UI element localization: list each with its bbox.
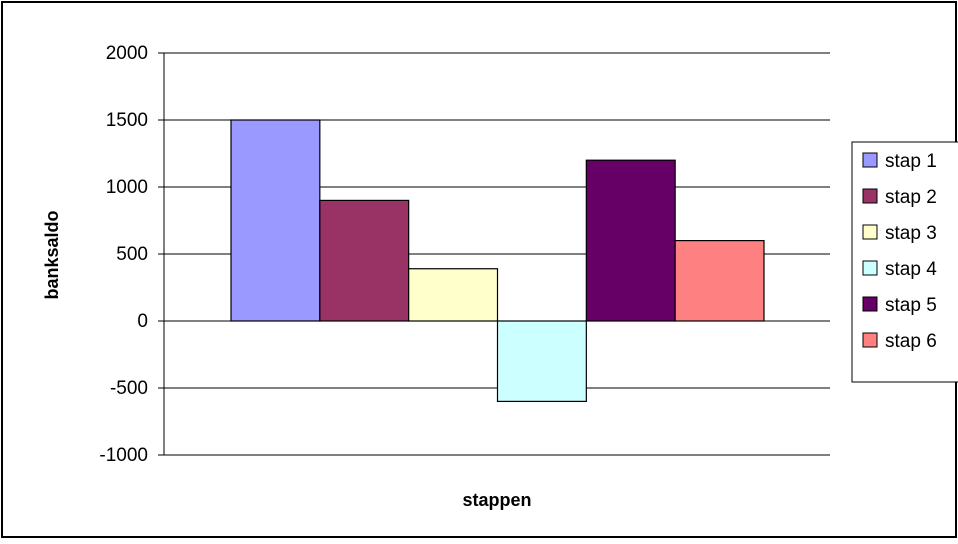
- bar-stap-2: [319, 199, 410, 322]
- x-axis-label: stappen: [462, 490, 531, 510]
- legend-swatch: [862, 152, 878, 168]
- y-tick-label: 0: [137, 311, 148, 332]
- legend-swatch: [862, 260, 878, 276]
- y-tick-label: -1000: [99, 445, 148, 466]
- legend-swatch: [862, 296, 878, 312]
- y-tick-labels: 2000 1500 1000 500 0 -500 -1000: [99, 43, 164, 466]
- legend-label: stap 5: [885, 295, 937, 316]
- legend-label: stap 2: [885, 187, 937, 208]
- legend-swatch: [862, 224, 878, 240]
- legend-swatch: [862, 188, 878, 204]
- bar-stap-6: [674, 240, 765, 322]
- y-tick-label: 1000: [106, 177, 148, 198]
- y-tick-label: 500: [116, 244, 148, 265]
- legend: stap 1 stap 2 stap 3 stap 4 stap 5 stap 6: [851, 141, 958, 383]
- y-tick-label: 2000: [106, 43, 148, 64]
- y-tick-label: 1500: [106, 110, 148, 131]
- legend-label: stap 6: [885, 331, 937, 352]
- legend-label: stap 1: [885, 151, 937, 172]
- bar-stap-5: [585, 159, 676, 322]
- y-axis-label: banksaldo: [42, 210, 62, 299]
- y-tick-label: -500: [110, 378, 148, 399]
- legend-label: stap 3: [885, 223, 937, 244]
- bar-stap-3: [408, 268, 499, 322]
- bars: [230, 119, 765, 403]
- legend-swatch: [862, 332, 878, 348]
- legend-label: stap 4: [885, 259, 937, 280]
- bar-stap-1: [230, 119, 321, 322]
- bar-stap-4: [496, 320, 587, 403]
